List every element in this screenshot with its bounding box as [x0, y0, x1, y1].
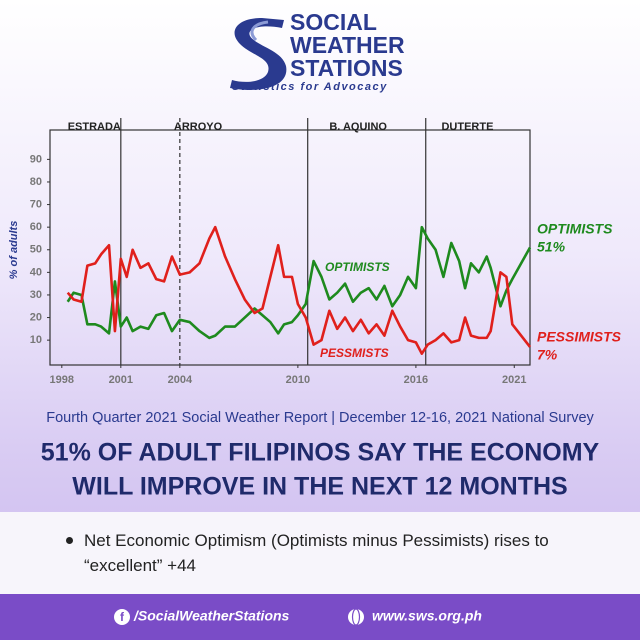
bullet-panel [0, 512, 640, 594]
facebook-icon [114, 609, 130, 625]
x-tick-label: 2001 [109, 374, 133, 386]
y-axis-label: % of adults [8, 221, 20, 280]
series-line [66, 225, 532, 340]
y-tick-label: 40 [30, 266, 42, 278]
series-inline-label: OPTIMISTS [325, 260, 390, 274]
series-end-label: OPTIMISTS [537, 221, 613, 237]
logo-line: STATIONS [290, 55, 403, 81]
logo-line: WEATHER [290, 32, 405, 58]
y-tick-label: 60 [30, 221, 42, 233]
era-label: B. AQUINO [329, 121, 387, 133]
series-end-label: PESSIMISTS [537, 329, 622, 345]
y-tick-label: 80 [30, 176, 42, 188]
footer: f /SocialWeatherStations www.sws.org.ph [0, 594, 640, 640]
facebook-icon-f: f [120, 610, 125, 624]
x-tick-label: 2004 [168, 374, 193, 386]
bullet-text: Net Economic Optimism (Optimists minus P… [84, 531, 549, 575]
y-tick-label: 70 [30, 198, 42, 210]
logo-line: SOCIAL [290, 9, 377, 35]
facebook-link[interactable]: /SocialWeatherStations [133, 608, 290, 624]
headline: WILL IMPROVE IN THE NEXT 12 MONTHS [72, 473, 567, 501]
y-tick-label: 90 [30, 153, 42, 165]
era-label: ARROYO [174, 121, 223, 133]
series-end-value: 51% [537, 239, 566, 255]
main-graphic: SOCIAL WEATHER STATIONS Statistics for A… [8, 9, 622, 501]
series-inline-label: PESSMISTS [320, 346, 389, 360]
x-tick-label: 2010 [286, 374, 310, 386]
footer-graphic: f /SocialWeatherStations www.sws.org.ph [114, 608, 482, 626]
y-tick-label: 10 [30, 334, 42, 346]
x-tick-label: 1998 [50, 374, 74, 386]
era-label: ESTRADA [68, 121, 121, 133]
y-tick-label: 50 [30, 244, 42, 256]
x-tick-label: 2021 [502, 374, 526, 386]
website-link[interactable]: www.sws.org.ph [372, 608, 482, 624]
plot-frame [49, 129, 531, 366]
era-label: DUTERTE [441, 121, 493, 133]
y-tick-label: 20 [30, 311, 42, 323]
web-icon [348, 609, 364, 625]
series-line [66, 225, 532, 356]
y-tick-label: 30 [30, 289, 42, 301]
logo-tagline: Statistics for Advocacy [232, 81, 388, 93]
report-line: Fourth Quarter 2021 Social Weather Repor… [46, 410, 594, 426]
x-tick-label: 2016 [404, 374, 428, 386]
series-end-value: 7% [537, 347, 558, 363]
bullet-dot [66, 537, 73, 544]
logo-mark [230, 18, 287, 90]
headline: 51% OF ADULT FILIPINOS SAY THE ECONOMY [41, 439, 600, 467]
